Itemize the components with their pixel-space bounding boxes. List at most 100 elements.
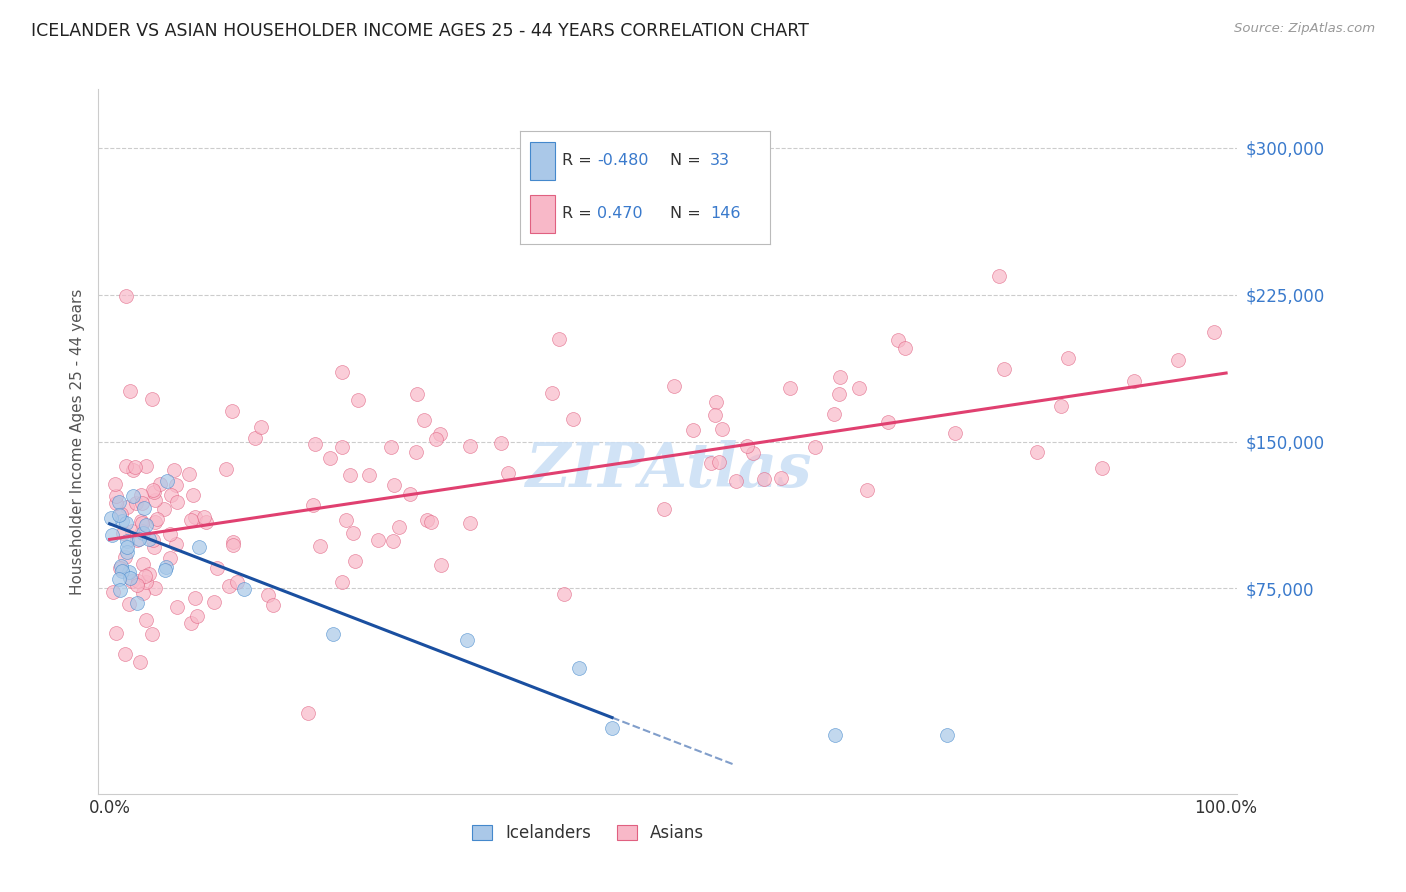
Point — [131, 496, 153, 510]
Text: ICELANDER VS ASIAN HOUSEHOLDER INCOME AGES 25 - 44 YEARS CORRELATION CHART: ICELANDER VS ASIAN HOUSEHOLDER INCOME AG… — [31, 22, 808, 40]
Point — [131, 524, 153, 538]
Point — [129, 514, 152, 528]
Point — [711, 422, 734, 436]
Point — [330, 440, 353, 454]
Point — [412, 413, 434, 427]
Point — [382, 477, 405, 491]
Point — [343, 554, 366, 568]
Point — [101, 585, 124, 599]
Point — [877, 415, 900, 429]
Point — [121, 524, 143, 538]
Point — [118, 565, 141, 579]
Point — [567, 661, 589, 675]
Point — [115, 533, 138, 548]
Point — [214, 461, 236, 475]
Point — [1026, 445, 1049, 459]
Point — [115, 540, 138, 554]
Point — [405, 387, 427, 401]
Point — [222, 535, 245, 549]
Point — [894, 342, 917, 356]
Point — [855, 483, 877, 497]
Point — [405, 445, 427, 459]
Point — [114, 288, 136, 302]
Point — [262, 598, 284, 612]
Point — [1167, 352, 1189, 367]
Point — [115, 500, 138, 515]
Point — [155, 559, 177, 574]
Point — [936, 728, 959, 742]
Point — [105, 626, 128, 640]
Point — [330, 575, 353, 590]
Point — [143, 485, 166, 500]
Point — [193, 510, 215, 524]
Point — [302, 498, 325, 512]
Point — [1056, 351, 1078, 365]
Point — [848, 381, 870, 395]
Point — [221, 403, 243, 417]
Point — [367, 533, 389, 548]
Point — [118, 384, 141, 399]
Point — [664, 379, 686, 393]
Point — [339, 467, 361, 482]
Point — [249, 419, 271, 434]
Point — [429, 426, 451, 441]
Point — [769, 471, 792, 485]
Point — [380, 440, 402, 454]
Point — [988, 268, 1011, 283]
Point — [114, 516, 136, 530]
Point — [184, 591, 207, 606]
Point — [257, 588, 280, 602]
Point — [159, 551, 181, 566]
Point — [207, 560, 229, 574]
Point — [416, 513, 439, 527]
Point — [108, 508, 131, 523]
Point — [128, 532, 150, 546]
Point — [129, 488, 152, 502]
Point — [138, 533, 160, 547]
Point — [100, 511, 122, 525]
Point — [779, 381, 801, 395]
Point — [562, 412, 585, 426]
Point — [382, 533, 405, 548]
Point — [122, 489, 145, 503]
Point — [115, 458, 138, 473]
Point — [993, 362, 1015, 376]
Point — [134, 568, 156, 582]
Point — [425, 432, 447, 446]
Point — [357, 468, 380, 483]
Point — [166, 494, 188, 508]
Point — [149, 477, 172, 491]
Point — [100, 528, 122, 542]
Point — [115, 544, 138, 558]
Point — [110, 507, 132, 521]
Point — [143, 515, 166, 529]
Point — [132, 557, 155, 571]
Point — [1123, 374, 1146, 388]
Point — [548, 332, 571, 346]
Point — [887, 333, 910, 347]
Point — [143, 581, 166, 595]
Point — [118, 597, 141, 611]
Point — [828, 386, 851, 401]
Point — [553, 587, 575, 601]
Point — [135, 459, 157, 474]
Point — [135, 613, 157, 627]
Point — [180, 615, 202, 630]
Point — [187, 540, 209, 554]
Point — [186, 609, 208, 624]
Point — [132, 501, 155, 516]
Point — [429, 558, 451, 573]
Point — [330, 365, 353, 379]
Point — [541, 386, 564, 401]
Point — [226, 574, 249, 589]
Point — [222, 538, 245, 552]
Point — [143, 540, 166, 554]
Point — [105, 489, 128, 503]
Point — [243, 431, 266, 445]
Y-axis label: Householder Income Ages 25 - 44 years: Householder Income Ages 25 - 44 years — [69, 288, 84, 595]
Point — [347, 393, 370, 408]
Point — [153, 563, 176, 577]
Point — [143, 493, 166, 508]
Point — [319, 450, 342, 465]
Point — [125, 533, 148, 547]
